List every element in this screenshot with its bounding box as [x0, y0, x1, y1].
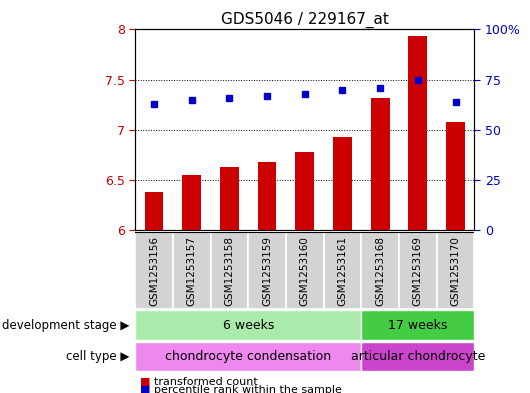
Bar: [135, 310, 361, 340]
Bar: [220, 167, 239, 230]
Text: development stage ▶: development stage ▶: [3, 319, 130, 332]
Text: ■: ■: [140, 377, 151, 387]
Bar: [361, 310, 474, 340]
Text: GSM1253161: GSM1253161: [338, 236, 348, 306]
Text: percentile rank within the sample: percentile rank within the sample: [154, 385, 341, 393]
Text: ■: ■: [140, 385, 151, 393]
Text: 6 weeks: 6 weeks: [223, 319, 274, 332]
Bar: [173, 232, 210, 309]
Bar: [409, 37, 427, 230]
Bar: [258, 162, 277, 230]
Text: GSM1253158: GSM1253158: [224, 236, 234, 306]
Bar: [370, 97, 390, 230]
Bar: [286, 232, 324, 309]
Bar: [135, 232, 173, 309]
Bar: [135, 342, 361, 371]
Bar: [446, 122, 465, 230]
Text: GSM1253156: GSM1253156: [149, 236, 159, 306]
Text: chondrocyte condensation: chondrocyte condensation: [165, 350, 331, 363]
Bar: [333, 137, 352, 230]
Text: GSM1253159: GSM1253159: [262, 236, 272, 306]
Bar: [145, 192, 163, 230]
Text: cell type ▶: cell type ▶: [66, 350, 130, 363]
Text: GSM1253157: GSM1253157: [187, 236, 197, 306]
Title: GDS5046 / 229167_at: GDS5046 / 229167_at: [221, 12, 388, 28]
Text: 17 weeks: 17 weeks: [388, 319, 447, 332]
Bar: [437, 232, 474, 309]
Bar: [324, 232, 361, 309]
Bar: [361, 342, 474, 371]
Text: GSM1253160: GSM1253160: [300, 236, 310, 306]
Bar: [295, 152, 314, 230]
Bar: [182, 175, 201, 230]
Text: GSM1253168: GSM1253168: [375, 236, 385, 306]
Text: GSM1253169: GSM1253169: [413, 236, 423, 306]
Text: GSM1253170: GSM1253170: [450, 236, 461, 306]
Bar: [399, 232, 437, 309]
Bar: [248, 232, 286, 309]
Bar: [361, 232, 399, 309]
Text: articular chondrocyte: articular chondrocyte: [351, 350, 485, 363]
Bar: [210, 232, 248, 309]
Text: transformed count: transformed count: [154, 377, 258, 387]
